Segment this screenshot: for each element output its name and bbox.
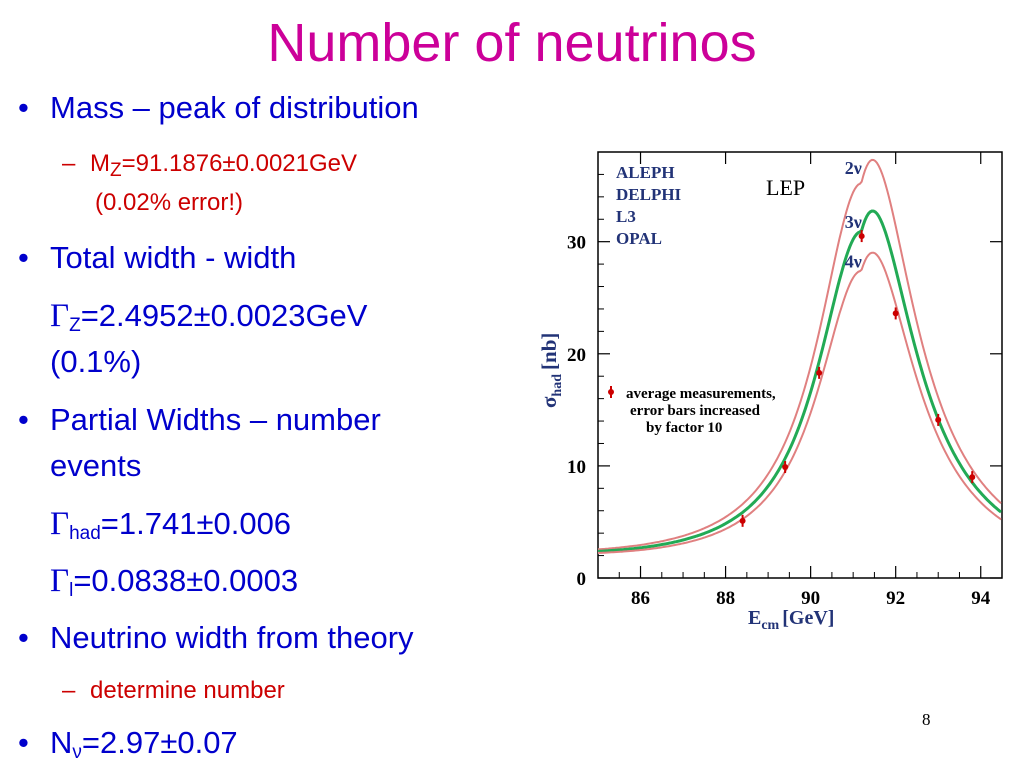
x-tick-label: 88 bbox=[716, 588, 735, 609]
series-label: 3ν bbox=[845, 212, 862, 232]
y-tick-label: 10 bbox=[567, 457, 586, 478]
legend-text: by factor 10 bbox=[646, 420, 722, 436]
experiment-label: OPAL bbox=[616, 229, 662, 248]
gamma-had-value: =1.741±0.006 bbox=[100, 506, 292, 541]
mz-note: (0.02% error!) bbox=[95, 189, 244, 216]
gamma-l-subscript: l bbox=[69, 580, 74, 601]
sub-bullet-mz: – MZ=91.1876±0.0021GeV bbox=[62, 149, 358, 181]
bullet-dot: • bbox=[18, 402, 29, 437]
n-nu-label: N bbox=[50, 725, 73, 760]
sub-bullet-dash: – bbox=[62, 677, 76, 704]
legend-marker bbox=[608, 389, 614, 395]
n-nu-value: =2.97±0.07 bbox=[81, 725, 238, 760]
x-tick-label: 90 bbox=[801, 588, 820, 609]
gamma-l-value: =0.0838±0.0003 bbox=[73, 563, 299, 598]
bullet-dot: • bbox=[18, 620, 29, 655]
series-label: 2ν bbox=[845, 158, 862, 178]
bullet-partial-text-2: events bbox=[50, 448, 142, 483]
sub-bullet-determine: – determine number bbox=[62, 676, 285, 705]
series-line bbox=[597, 251, 1002, 554]
x-tick-label: 94 bbox=[971, 588, 991, 609]
measurement-point bbox=[782, 464, 789, 471]
y-tick-label: 20 bbox=[567, 345, 586, 366]
measurement-point bbox=[816, 369, 823, 376]
y-tick-label: 30 bbox=[567, 233, 586, 254]
experiment-label: DELPHI bbox=[616, 185, 682, 204]
gamma-had-subscript: had bbox=[69, 523, 101, 544]
gamma-had-line: Γhad=1.741±0.006 bbox=[50, 506, 292, 544]
gamma-z-percent: (0.1%) bbox=[50, 344, 142, 379]
series-line bbox=[597, 158, 1002, 551]
bullet-dot: • bbox=[18, 90, 29, 125]
n-nu-subscript: ν bbox=[72, 742, 82, 763]
y-tick-label: 0 bbox=[577, 569, 587, 590]
bullet-mass-text: Mass – peak of distribution bbox=[50, 90, 419, 125]
slide-title: Number of neutrinos bbox=[267, 13, 757, 73]
y-axis-label: σhad[nb] bbox=[537, 333, 565, 408]
lep-label: LEP bbox=[766, 175, 805, 200]
gamma-z-subscript: Z bbox=[69, 315, 81, 336]
bullet-partial-text-1: Partial Widths – number bbox=[50, 402, 381, 437]
mz-value: =91.1876±0.0021GeV bbox=[121, 150, 358, 177]
gamma-l-line: Γl=0.0838±0.0003 bbox=[50, 563, 299, 601]
mz-label: M bbox=[90, 150, 111, 177]
series-label: 4ν bbox=[845, 251, 862, 271]
experiment-label: L3 bbox=[616, 207, 636, 226]
bullet-total-text: Total width - width bbox=[50, 240, 297, 275]
determine-number-text: determine number bbox=[90, 677, 285, 704]
measurement-point bbox=[935, 416, 942, 423]
experiment-label: ALEPH bbox=[616, 163, 675, 182]
bullet-dot: • bbox=[18, 240, 29, 275]
gamma-symbol: Γ bbox=[50, 506, 70, 542]
n-nu-line: Nν=2.97±0.07 bbox=[50, 725, 238, 763]
measurement-point bbox=[969, 474, 976, 481]
measurement-point bbox=[739, 517, 746, 524]
bullet-dot: • bbox=[18, 725, 29, 760]
sub-bullet-dash: – bbox=[62, 150, 76, 177]
x-tick-label: 92 bbox=[886, 588, 905, 609]
mz-subscript: Z bbox=[110, 160, 122, 181]
legend-text: error bars increased bbox=[630, 403, 761, 419]
chart-frame bbox=[597, 151, 1003, 579]
legend-text: average measurements, bbox=[626, 386, 776, 402]
page-number: 8 bbox=[922, 710, 931, 729]
series-line bbox=[597, 209, 1003, 553]
gamma-z-value: =2.4952±0.0023GeV bbox=[80, 298, 368, 333]
x-tick-label: 86 bbox=[631, 588, 650, 609]
measurement-point bbox=[892, 310, 899, 317]
x-axis-label: Ecm [GeV] bbox=[748, 607, 834, 633]
measurement-point bbox=[858, 233, 865, 240]
gamma-symbol: Γ bbox=[50, 563, 70, 599]
gamma-z-line: ΓZ=2.4952±0.0023GeV bbox=[50, 298, 368, 336]
gamma-symbol: Γ bbox=[50, 298, 70, 334]
bullet-theory-text: Neutrino width from theory bbox=[50, 620, 414, 655]
